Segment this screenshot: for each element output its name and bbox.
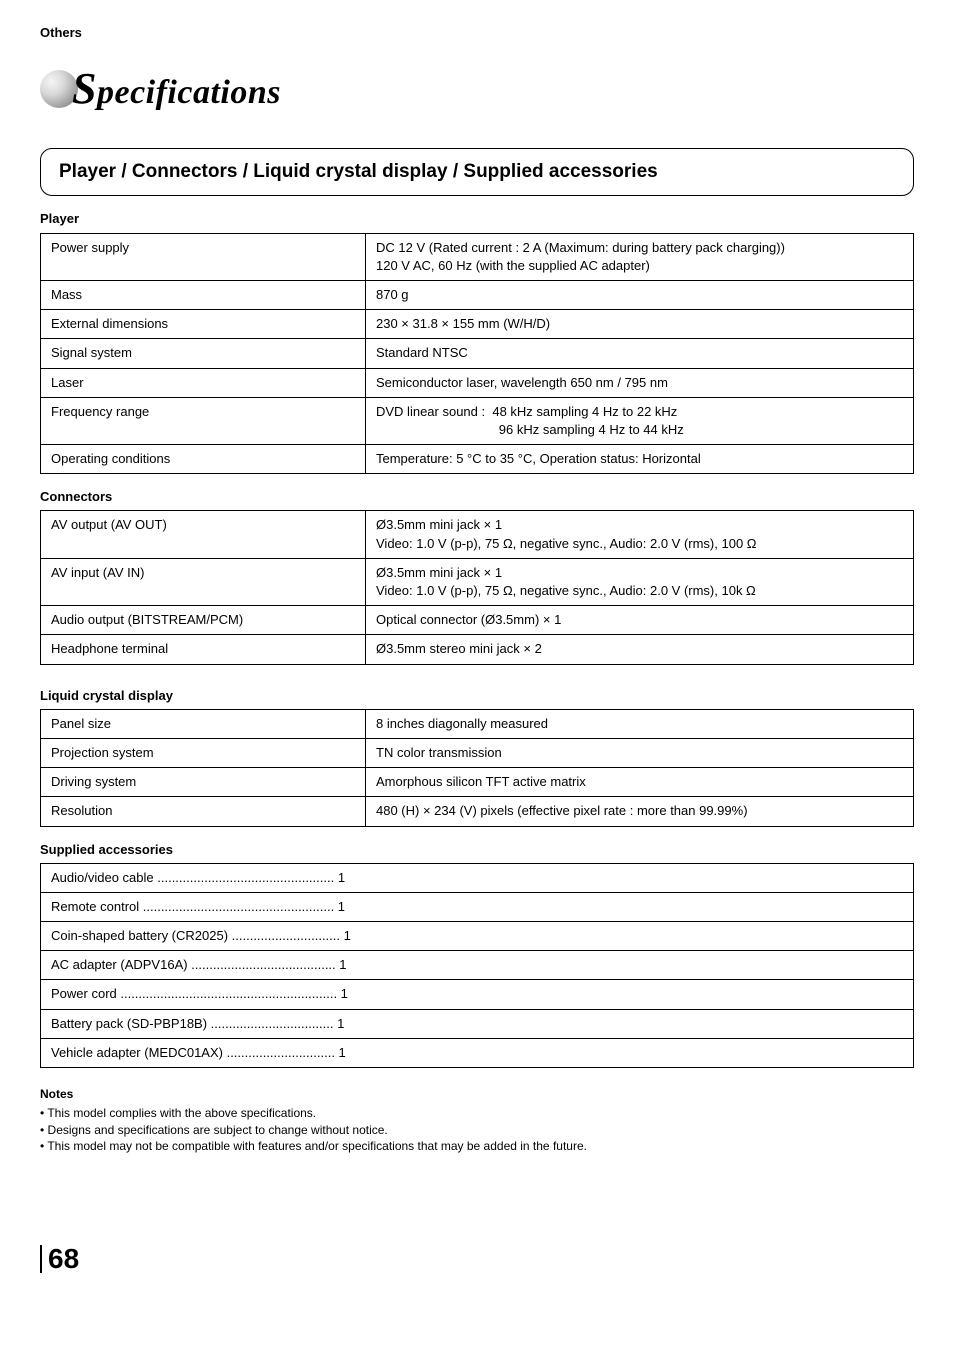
spec-value: Ø3.5mm mini jack × 1 Video: 1.0 V (p-p),… [366,511,914,558]
table-row: Projection systemTN color transmission [41,738,914,767]
table-row: AV input (AV IN)Ø3.5mm mini jack × 1 Vid… [41,558,914,605]
table-row: Remote control .........................… [41,892,914,921]
table-row: Panel size8 inches diagonally measured [41,709,914,738]
lcd-heading: Liquid crystal display [40,687,914,705]
table-row: Operating conditionsTemperature: 5 °C to… [41,445,914,474]
spec-value: 870 g [366,280,914,309]
spec-value: Standard NTSC [366,339,914,368]
spec-key: Frequency range [41,397,366,444]
spec-value: DVD linear sound : 48 kHz sampling 4 Hz … [366,397,914,444]
spec-key: Headphone terminal [41,635,366,664]
table-row: Driving systemAmorphous silicon TFT acti… [41,768,914,797]
accessory-item: Power cord .............................… [41,980,914,1009]
accessory-item: Remote control .........................… [41,892,914,921]
page-title: Specifications [72,58,281,120]
accessory-item: Audio/video cable ......................… [41,863,914,892]
table-row: Signal systemStandard NTSC [41,339,914,368]
page-title-rest: pecifications [97,74,281,111]
spec-value: Amorphous silicon TFT active matrix [366,768,914,797]
table-row: Power cord .............................… [41,980,914,1009]
note-item: Designs and specifications are subject t… [40,1122,914,1139]
spec-value: 230 × 31.8 × 155 mm (W/H/D) [366,310,914,339]
section-label: Others [40,24,914,42]
spec-value: Ø3.5mm mini jack × 1 Video: 1.0 V (p-p),… [366,558,914,605]
spec-key: Audio output (BITSTREAM/PCM) [41,606,366,635]
accessories-heading: Supplied accessories [40,841,914,859]
accessory-item: Vehicle adapter (MEDC01AX) .............… [41,1038,914,1067]
note-item: This model may not be compatible with fe… [40,1138,914,1155]
table-row: Battery pack (SD-PBP18B) ...............… [41,1009,914,1038]
spec-value: Temperature: 5 °C to 35 °C, Operation st… [366,445,914,474]
spec-key: Driving system [41,768,366,797]
spec-key: Signal system [41,339,366,368]
spec-key: Laser [41,368,366,397]
spec-key: Panel size [41,709,366,738]
page-number: 68 [40,1245,79,1273]
table-row: AC adapter (ADPV16A) ...................… [41,951,914,980]
spec-key: External dimensions [41,310,366,339]
accessory-item: AC adapter (ADPV16A) ...................… [41,951,914,980]
spec-value: DC 12 V (Rated current : 2 A (Maximum: d… [366,233,914,280]
notes-heading: Notes [40,1086,914,1103]
accessory-item: Battery pack (SD-PBP18B) ...............… [41,1009,914,1038]
banner-text: Player / Connectors / Liquid crystal dis… [59,159,895,186]
spec-value: TN color transmission [366,738,914,767]
player-heading: Player [40,210,914,228]
title-row: Specifications [40,58,914,120]
spec-value: 8 inches diagonally measured [366,709,914,738]
connectors-heading: Connectors [40,488,914,506]
accessories-table: Audio/video cable ......................… [40,863,914,1068]
table-row: Headphone terminalØ3.5mm stereo mini jac… [41,635,914,664]
table-row: Frequency rangeDVD linear sound : 48 kHz… [41,397,914,444]
table-row: LaserSemiconductor laser, wavelength 650… [41,368,914,397]
banner: Player / Connectors / Liquid crystal dis… [40,148,914,197]
spec-key: AV input (AV IN) [41,558,366,605]
accessory-item: Coin-shaped battery (CR2025) ...........… [41,922,914,951]
spec-value: Semiconductor laser, wavelength 650 nm /… [366,368,914,397]
connectors-table: AV output (AV OUT)Ø3.5mm mini jack × 1 V… [40,510,914,664]
spec-key: Mass [41,280,366,309]
spec-key: Operating conditions [41,445,366,474]
table-row: Audio output (BITSTREAM/PCM)Optical conn… [41,606,914,635]
spec-value: Ø3.5mm stereo mini jack × 2 [366,635,914,664]
note-item: This model complies with the above speci… [40,1105,914,1122]
table-row: AV output (AV OUT)Ø3.5mm mini jack × 1 V… [41,511,914,558]
spec-key: Resolution [41,797,366,826]
spec-key: AV output (AV OUT) [41,511,366,558]
player-table: Power supplyDC 12 V (Rated current : 2 A… [40,233,914,475]
table-row: Power supplyDC 12 V (Rated current : 2 A… [41,233,914,280]
spec-key: Projection system [41,738,366,767]
lcd-table: Panel size8 inches diagonally measured P… [40,709,914,827]
table-row: Audio/video cable ......................… [41,863,914,892]
spec-value: 480 (H) × 234 (V) pixels (effective pixe… [366,797,914,826]
table-row: Vehicle adapter (MEDC01AX) .............… [41,1038,914,1067]
table-row: Coin-shaped battery (CR2025) ...........… [41,922,914,951]
spec-key: Power supply [41,233,366,280]
spec-value: Optical connector (Ø3.5mm) × 1 [366,606,914,635]
table-row: Resolution480 (H) × 234 (V) pixels (effe… [41,797,914,826]
table-row: External dimensions230 × 31.8 × 155 mm (… [41,310,914,339]
table-row: Mass870 g [41,280,914,309]
notes-list: This model complies with the above speci… [40,1105,914,1155]
